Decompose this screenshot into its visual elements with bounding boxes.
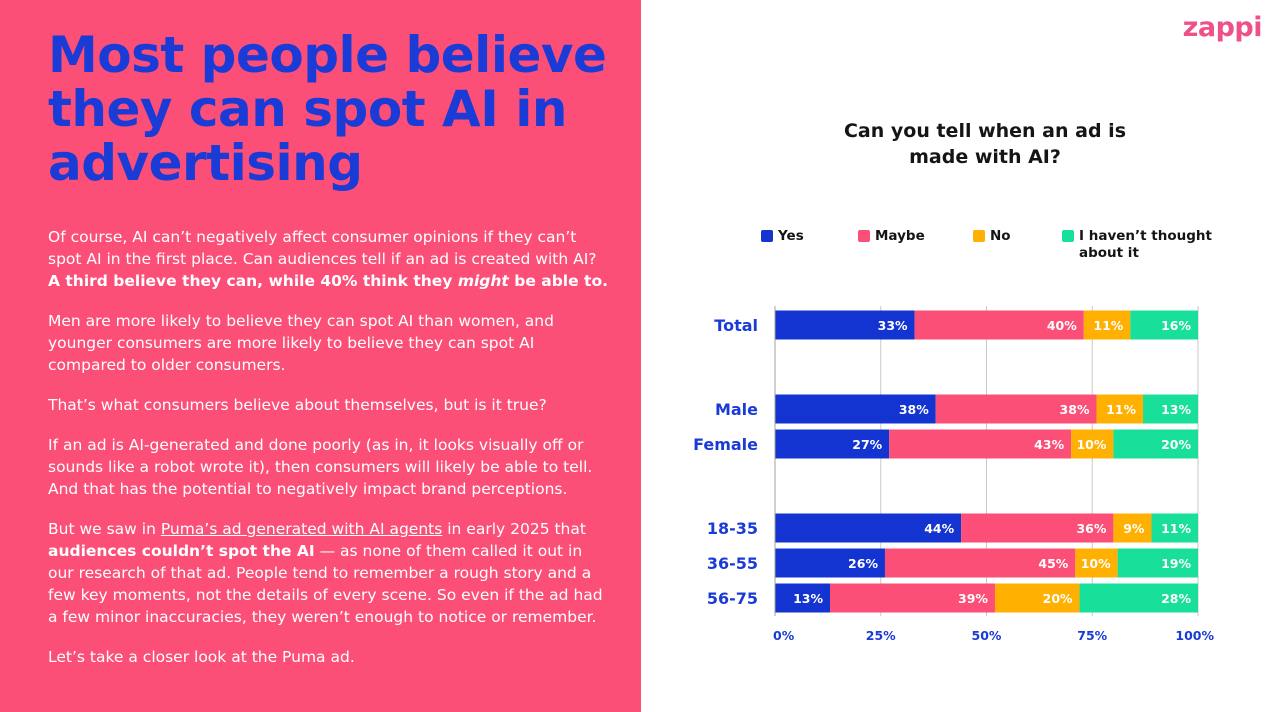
- data-label: 38%: [899, 402, 929, 417]
- category-label: 18-35: [707, 519, 758, 538]
- data-label: 13%: [793, 591, 823, 606]
- legend-label-no: No: [990, 228, 1011, 244]
- body-text: Of course, AI can’t negatively affect co…: [48, 226, 608, 686]
- x-tick-label: 25%: [866, 628, 896, 643]
- bar-segment: [914, 310, 1084, 340]
- paragraph-6: Let’s take a closer look at the Puma ad.: [48, 648, 355, 666]
- data-label: 10%: [1081, 556, 1111, 571]
- bar-segment: [1096, 394, 1144, 424]
- bar-segment: [1113, 429, 1198, 459]
- p5-text-c: — as none of them called it out in our r…: [48, 542, 603, 626]
- bar-segment: [1130, 310, 1198, 340]
- bar-segment: [775, 394, 936, 424]
- data-label: 19%: [1161, 556, 1191, 571]
- category-label: Female: [693, 435, 758, 454]
- page-title: Most people believe they can spot AI in …: [48, 28, 608, 190]
- bar-segment: [935, 394, 1097, 424]
- legend-swatch-yes: [761, 230, 773, 242]
- p5-text-a: But we saw in: [48, 520, 156, 538]
- data-label: 40%: [1047, 318, 1077, 333]
- bar-segment: [1071, 429, 1114, 459]
- data-label: 26%: [848, 556, 878, 571]
- data-label: 27%: [852, 437, 882, 452]
- data-label: 11%: [1106, 402, 1136, 417]
- p1-bold-b: be able to.: [514, 272, 608, 290]
- bar-segment: [961, 513, 1114, 543]
- bar-segment: [1151, 513, 1198, 543]
- legend-swatch-maybe: [858, 230, 870, 242]
- legend-label-yes: Yes: [778, 228, 804, 244]
- left-panel: Most people believe they can spot AI in …: [0, 0, 641, 712]
- bar-segment: [775, 513, 962, 543]
- paragraph-3: That’s what consumers believe about them…: [48, 396, 547, 414]
- category-label: 36-55: [707, 554, 758, 573]
- p1-bold-a: A third believe they can, while 40% thin…: [48, 272, 453, 290]
- legend-swatch-no: [973, 230, 985, 242]
- data-label: 20%: [1161, 437, 1191, 452]
- p5-bold: audiences couldn’t spot the AI: [48, 542, 315, 560]
- legend-item-maybe: Maybe: [858, 228, 1010, 245]
- p1-bold: A third believe they can, while 40% thin…: [48, 272, 608, 290]
- paragraph-5: But we saw in Puma’s ad generated with A…: [48, 518, 608, 628]
- category-label: Male: [715, 400, 758, 419]
- bar-segment: [994, 583, 1080, 613]
- bar-segment: [775, 310, 915, 340]
- data-label: 16%: [1161, 318, 1191, 333]
- bar-segment: [1113, 513, 1152, 543]
- paragraph-1: Of course, AI can’t negatively affect co…: [48, 226, 608, 292]
- legend-item-no: No: [973, 228, 1125, 245]
- data-label: 45%: [1038, 556, 1068, 571]
- data-label: 39%: [958, 591, 988, 606]
- data-label: 44%: [924, 521, 954, 536]
- p5-text-b: in early 2025 that: [447, 520, 586, 538]
- category-label: Total: [714, 316, 758, 335]
- data-label: 13%: [1161, 402, 1191, 417]
- bar-segment: [889, 429, 1072, 459]
- headline-line-3: advertising: [48, 134, 363, 192]
- paragraph-2: Men are more likely to believe they can …: [48, 312, 554, 374]
- category-label: 56-75: [707, 589, 758, 608]
- bar-segment: [1083, 310, 1131, 340]
- p1-text: Of course, AI can’t negatively affect co…: [48, 228, 597, 268]
- headline-line-1: Most people believe: [48, 26, 607, 84]
- data-label: 20%: [1043, 591, 1073, 606]
- bar-segment: [884, 548, 1076, 578]
- data-label: 33%: [878, 318, 908, 333]
- p1-bold-emphasis: might: [457, 272, 509, 290]
- bar-segment: [775, 548, 885, 578]
- data-label: 36%: [1076, 521, 1106, 536]
- puma-ad-link[interactable]: Puma’s ad generated with AI agents: [160, 520, 443, 538]
- bar-segment: [1075, 548, 1118, 578]
- data-label: 38%: [1060, 402, 1090, 417]
- x-tick-label: 0%: [773, 628, 795, 643]
- bar-segment: [829, 583, 995, 613]
- chart-title: Can you tell when an ad is made with AI?: [843, 120, 1127, 168]
- legend-label-havent: I haven’t thought about it: [1079, 228, 1212, 261]
- x-tick-label: 100%: [1175, 628, 1214, 643]
- x-tick-label: 50%: [972, 628, 1002, 643]
- bar-segment: [775, 429, 890, 459]
- data-label: 11%: [1161, 521, 1191, 536]
- bar-segment: [775, 583, 830, 613]
- bar-segment: [1143, 394, 1198, 424]
- paragraph-4: If an ad is AI-generated and done poorly…: [48, 436, 593, 498]
- bar-segment: [1117, 548, 1198, 578]
- data-label: 11%: [1093, 318, 1123, 333]
- headline-line-2: they can spot AI in: [48, 80, 567, 138]
- legend-item-yes: Yes: [761, 228, 913, 245]
- bar-segment: [1079, 583, 1198, 613]
- x-tick-label: 75%: [1077, 628, 1107, 643]
- data-label: 9%: [1123, 521, 1145, 536]
- data-label: 28%: [1161, 591, 1191, 606]
- zappi-logo: zappi: [1182, 12, 1263, 43]
- legend-item-havent: I haven’t thought about it: [1062, 228, 1214, 262]
- legend-swatch-havent: [1062, 230, 1074, 242]
- legend-label-maybe: Maybe: [875, 228, 925, 244]
- data-label: 43%: [1034, 437, 1064, 452]
- data-label: 10%: [1076, 437, 1106, 452]
